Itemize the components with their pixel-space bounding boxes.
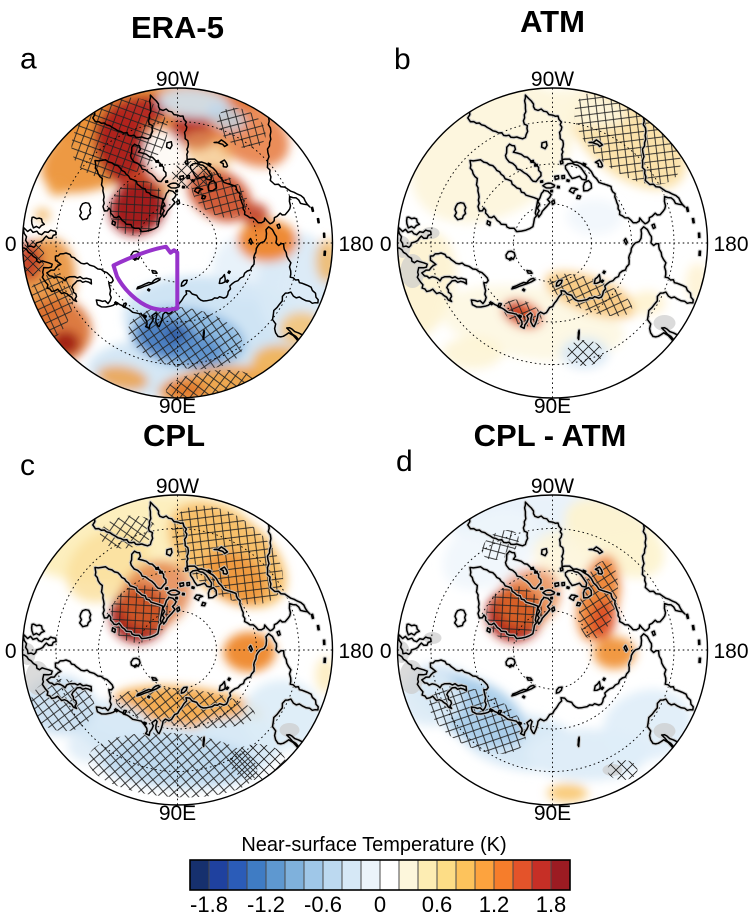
- svg-text:0.6: 0.6: [422, 892, 453, 917]
- svg-text:-1.8: -1.8: [190, 892, 228, 917]
- svg-text:d: d: [396, 445, 413, 478]
- svg-text:a: a: [20, 43, 37, 76]
- svg-text:90E: 90E: [534, 395, 571, 418]
- svg-text:1.2: 1.2: [479, 892, 510, 917]
- svg-text:0: 0: [5, 640, 17, 663]
- svg-text:180: 180: [339, 640, 374, 663]
- svg-text:b: b: [394, 43, 411, 76]
- svg-text:180: 180: [339, 233, 374, 256]
- svg-text:0: 0: [380, 640, 392, 663]
- svg-text:90W: 90W: [156, 475, 199, 498]
- svg-text:0: 0: [374, 892, 386, 917]
- svg-text:180: 180: [714, 640, 749, 663]
- svg-text:90W: 90W: [531, 68, 574, 91]
- svg-text:90E: 90E: [534, 802, 571, 825]
- svg-text:0: 0: [5, 233, 17, 256]
- svg-text:90E: 90E: [159, 802, 196, 825]
- svg-text:c: c: [20, 449, 35, 482]
- svg-text:90W: 90W: [156, 68, 199, 91]
- svg-text:90E: 90E: [159, 395, 196, 418]
- svg-text:CPL - ATM: CPL - ATM: [474, 418, 627, 453]
- svg-text:0: 0: [380, 233, 392, 256]
- svg-text:-0.6: -0.6: [304, 892, 342, 917]
- svg-text:ERA-5: ERA-5: [131, 10, 224, 45]
- svg-text:1.8: 1.8: [536, 892, 567, 917]
- svg-text:CPL: CPL: [143, 418, 205, 453]
- svg-text:180: 180: [714, 233, 749, 256]
- svg-text:ATM: ATM: [520, 4, 585, 39]
- svg-text:-1.2: -1.2: [247, 892, 285, 917]
- svg-text:Near-surface Temperature (K): Near-surface Temperature (K): [241, 834, 506, 856]
- svg-text:90W: 90W: [531, 475, 574, 498]
